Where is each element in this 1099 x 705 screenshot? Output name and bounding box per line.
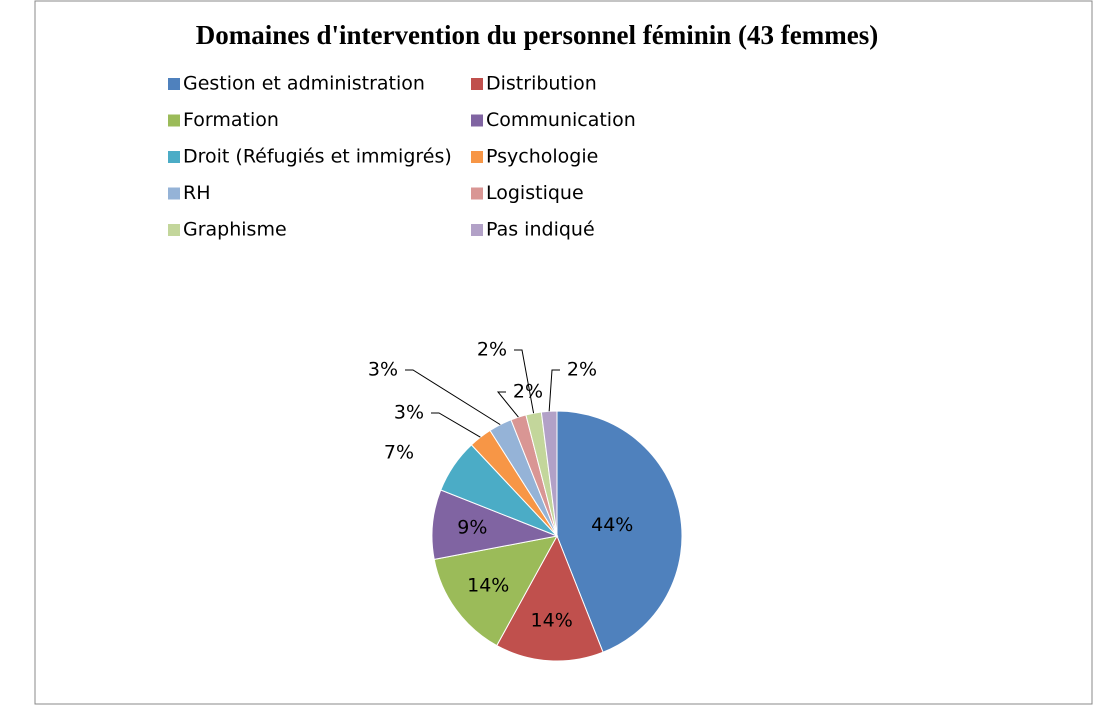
legend-label: Psychologie [486, 146, 598, 168]
data-label: 3% [368, 359, 398, 381]
legend-label: Pas indiqué [486, 219, 595, 241]
legend-label: Graphisme [183, 219, 287, 241]
legend-swatch [168, 224, 180, 236]
legend-label: Droit (Réfugiés et immigrés) [183, 146, 452, 168]
leader-line [431, 412, 481, 438]
data-label: 3% [394, 402, 424, 424]
pie-slice [433, 535, 558, 647]
legend-swatch [168, 78, 180, 90]
leader-line [514, 349, 535, 414]
legend-swatch [168, 151, 180, 163]
legend-label: Communication [486, 109, 636, 131]
data-label: 14% [467, 574, 509, 596]
data-label: 7% [384, 442, 414, 464]
legend-label: Formation [183, 109, 279, 131]
legend-label: RH [183, 182, 211, 204]
data-label: 44% [591, 514, 633, 536]
legend-label: Logistique [486, 182, 584, 204]
legend-swatch [471, 187, 483, 200]
legend-swatch [471, 114, 483, 127]
legend-swatch [471, 224, 483, 236]
legend-label: Gestion et administration [183, 73, 425, 95]
leader-line [405, 369, 501, 426]
legend-swatch [168, 114, 180, 127]
data-label: 14% [531, 609, 573, 631]
data-label: 2% [567, 359, 597, 381]
legend: Gestion et administration Distribution For… [168, 73, 636, 241]
pie-slice [496, 534, 604, 662]
data-label: 9% [457, 517, 487, 539]
legend-swatch [168, 187, 180, 200]
data-label: 2% [513, 381, 543, 403]
leader-line [496, 391, 519, 418]
pie-slice [556, 410, 683, 653]
pie: 44% 14% 14% 9% 7% 3% 3% 2% 2% 2% [368, 339, 683, 662]
legend-swatch [471, 78, 483, 90]
leader-line [548, 369, 560, 412]
pie-slice [540, 410, 558, 537]
chart-title: Domaines d'intervention du personnel fém… [196, 20, 878, 50]
legend-label: Distribution [486, 73, 597, 95]
legend-swatch [471, 151, 483, 163]
data-label: 2% [477, 339, 507, 361]
